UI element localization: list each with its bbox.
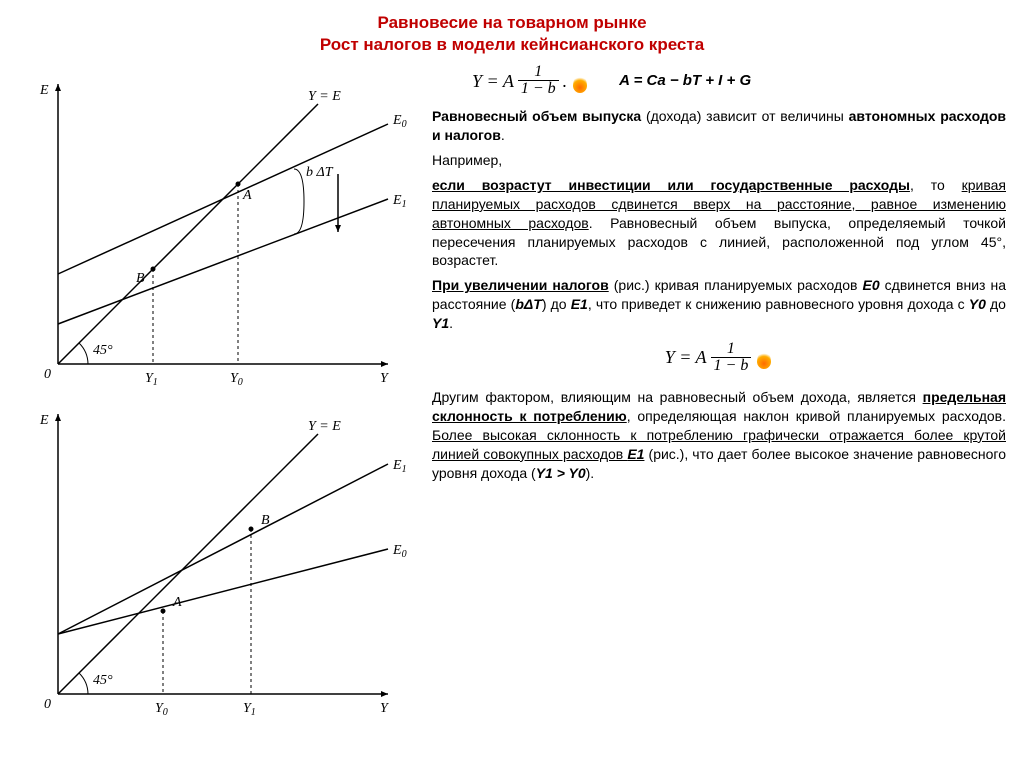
- svg-text:A: A: [172, 595, 182, 610]
- svg-text:A: A: [242, 188, 252, 203]
- formula-row-1: Y = A 1 1 − b . A = Ca − bT + I + G: [432, 64, 1006, 97]
- svg-text:E1: E1: [392, 458, 407, 475]
- svg-text:Y = E: Y = E: [308, 89, 341, 104]
- title-line-1: Равновесие на товарном рынке: [377, 13, 646, 32]
- paragraph-2: Например,: [432, 151, 1006, 170]
- content: EY0Y = E45°E0E1ABY0Y1 b ΔT EY0Y = E45°E0…: [18, 64, 1006, 724]
- keynesian-cross-chart-mpc: EY0Y = E45°E0E1ABY0Y1: [18, 394, 418, 724]
- svg-text:Y = E: Y = E: [308, 419, 341, 434]
- charts-column: EY0Y = E45°E0E1ABY0Y1 b ΔT EY0Y = E45°E0…: [18, 64, 418, 724]
- formula-A: A = Ca − bT + I + G: [619, 71, 751, 91]
- svg-text:Y: Y: [380, 701, 390, 716]
- svg-text:45°: 45°: [93, 673, 113, 688]
- paragraph-3: если возрастут инвестиции или государств…: [432, 176, 1006, 270]
- title-line-2: Рост налогов в модели кейнсианского крес…: [320, 35, 704, 54]
- text-column: Y = A 1 1 − b . A = Ca − bT + I + G Равн…: [432, 64, 1006, 724]
- svg-text:b ΔT: b ΔT: [306, 165, 334, 180]
- flame-icon: [757, 351, 771, 369]
- paragraph-1: Равновесный объем выпуска (дохода) завис…: [432, 107, 1006, 145]
- formula-Y: Y = A 1 1 − b .: [472, 64, 589, 97]
- keynesian-cross-chart-taxes: EY0Y = E45°E0E1ABY0Y1 b ΔT: [18, 64, 418, 394]
- svg-text:45°: 45°: [93, 343, 113, 358]
- svg-text:Y0: Y0: [230, 371, 243, 388]
- svg-text:E1: E1: [392, 193, 407, 210]
- paragraph-4: При увеличении налогов (рис.) кривая пла…: [432, 276, 1006, 333]
- flame-icon: [573, 75, 587, 93]
- svg-text:Y1: Y1: [243, 701, 256, 718]
- svg-text:E: E: [39, 413, 49, 428]
- formula-row-2: Y = A 1 1 − b: [432, 341, 1006, 374]
- svg-text:E0: E0: [392, 113, 407, 130]
- svg-text:E: E: [39, 83, 49, 98]
- svg-text:B: B: [136, 271, 145, 286]
- paragraph-5: Другим фактором, влияющим на равновесный…: [432, 388, 1006, 482]
- svg-text:Y0: Y0: [155, 701, 168, 718]
- svg-text:0: 0: [44, 367, 51, 382]
- svg-text:Y: Y: [380, 371, 390, 386]
- svg-text:0: 0: [44, 697, 51, 712]
- svg-text:Y1: Y1: [145, 371, 158, 388]
- svg-text:B: B: [261, 513, 270, 528]
- page-title: Равновесие на товарном рынке Рост налого…: [18, 12, 1006, 56]
- svg-text:E0: E0: [392, 543, 407, 560]
